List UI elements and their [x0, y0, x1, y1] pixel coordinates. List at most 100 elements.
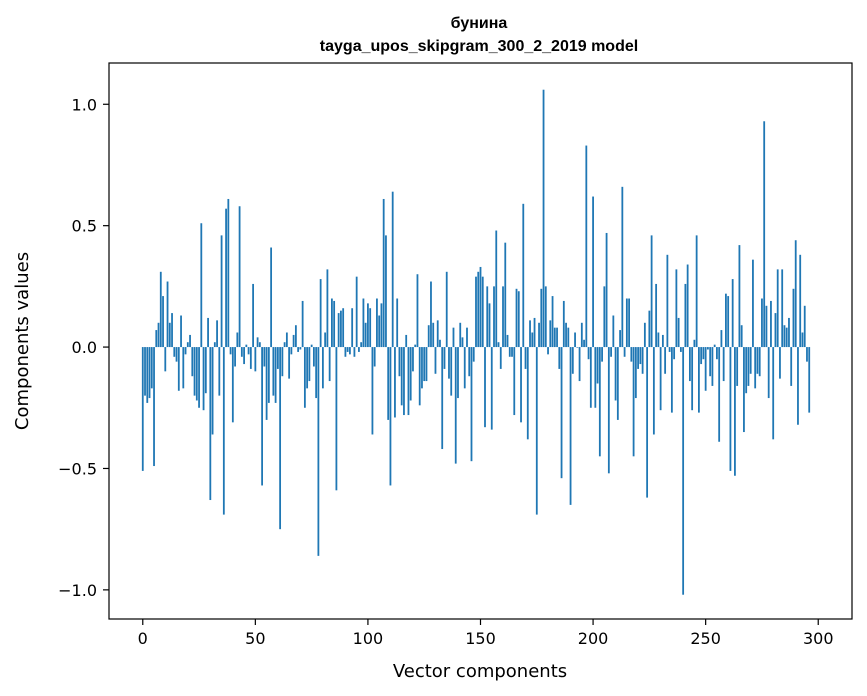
bar-144 [466, 327, 468, 348]
bar-50 [254, 347, 257, 372]
bar-266 [740, 325, 743, 348]
bar-150 [479, 266, 482, 348]
bar-81 [324, 332, 327, 348]
y-tick-label: −0.5 [58, 459, 97, 478]
bar-103 [373, 347, 376, 367]
bar-118 [407, 347, 410, 416]
bar-141 [459, 322, 462, 348]
bar-129 [432, 322, 435, 348]
bar-85 [333, 300, 336, 348]
bar-173 [531, 332, 534, 348]
bar-251 [707, 347, 709, 350]
bar-169 [522, 203, 525, 348]
bar-193 [576, 347, 579, 348]
bar-138 [452, 327, 455, 348]
bar-151 [481, 276, 484, 348]
bar-195 [580, 322, 583, 348]
bar-101 [369, 308, 372, 348]
bar-221 [639, 347, 642, 365]
bar-110 [389, 347, 392, 486]
bar-148 [475, 276, 477, 348]
y-axis-ticks: −1.0 −0.5 0.0 0.5 1.0 [58, 95, 109, 600]
bar-222 [641, 347, 644, 374]
bar-132 [439, 339, 441, 348]
bar-178 [542, 89, 545, 348]
bar-3 [148, 347, 151, 399]
bar-55 [265, 347, 268, 420]
bar-244 [691, 347, 694, 411]
bar-7 [157, 322, 160, 348]
bar-62 [281, 347, 284, 377]
bar-15 [175, 347, 178, 362]
bar-250 [704, 347, 707, 391]
bar-259 [725, 293, 727, 348]
bar-18 [182, 347, 185, 389]
bar-254 [713, 344, 716, 348]
bar-168 [520, 347, 522, 423]
bar-192 [574, 332, 576, 348]
bar-204 [601, 347, 603, 362]
bar-125 [423, 347, 426, 382]
bar-278 [767, 347, 770, 399]
bar-239 [679, 347, 682, 352]
bar-249 [702, 347, 705, 360]
bar-140 [457, 347, 459, 399]
bar-199 [589, 347, 592, 408]
bar-162 [506, 334, 509, 348]
bar-35 [220, 235, 223, 348]
bar-113 [396, 298, 399, 348]
bar-287 [788, 317, 790, 348]
bar-33 [216, 320, 218, 348]
x-tick-label: 150 [465, 629, 496, 648]
bar-24 [195, 347, 198, 401]
bar-216 [628, 298, 630, 348]
bar-292 [799, 254, 802, 348]
bar-161 [504, 242, 507, 348]
bar-131 [436, 320, 439, 348]
bar-95 [355, 276, 358, 348]
bar-37 [225, 208, 227, 348]
bar-147 [472, 347, 475, 362]
bar-274 [758, 347, 761, 377]
bar-49 [252, 283, 254, 348]
bar-164 [511, 347, 513, 357]
bar-139 [454, 347, 457, 464]
bar-189 [567, 327, 570, 348]
bar-185 [558, 347, 561, 369]
bar-180 [547, 347, 549, 355]
bar-9 [162, 296, 164, 348]
bar-253 [711, 347, 714, 386]
y-tick-label: 0.5 [72, 217, 97, 236]
bar-271 [752, 259, 754, 348]
bar-127 [427, 325, 430, 348]
bar-4 [150, 347, 153, 389]
bar-67 [292, 334, 295, 348]
bar-31 [211, 347, 214, 435]
bar-106 [380, 303, 383, 348]
bar-42 [236, 332, 239, 348]
bar-272 [754, 347, 757, 389]
bar-47 [247, 347, 250, 355]
y-tick-label: −1.0 [58, 581, 97, 600]
x-tick-label: 200 [578, 629, 609, 648]
bar-225 [648, 310, 651, 348]
bar-64 [285, 332, 288, 348]
bar-270 [749, 347, 752, 374]
bar-17 [180, 315, 182, 348]
bar-43 [238, 206, 241, 348]
bar-26 [200, 223, 203, 348]
bar-58 [272, 347, 275, 396]
bar-60 [276, 347, 279, 369]
bar-28 [204, 347, 207, 394]
bar-52 [258, 342, 261, 348]
bar-69 [297, 347, 300, 352]
bar-170 [524, 347, 527, 369]
bar-160 [502, 286, 504, 348]
bar-122 [416, 274, 419, 348]
bar-194 [578, 347, 581, 382]
bar-36 [222, 347, 225, 515]
bar-175 [535, 347, 538, 515]
bar-273 [756, 347, 759, 374]
bar-277 [765, 305, 768, 348]
bar-187 [562, 300, 565, 348]
